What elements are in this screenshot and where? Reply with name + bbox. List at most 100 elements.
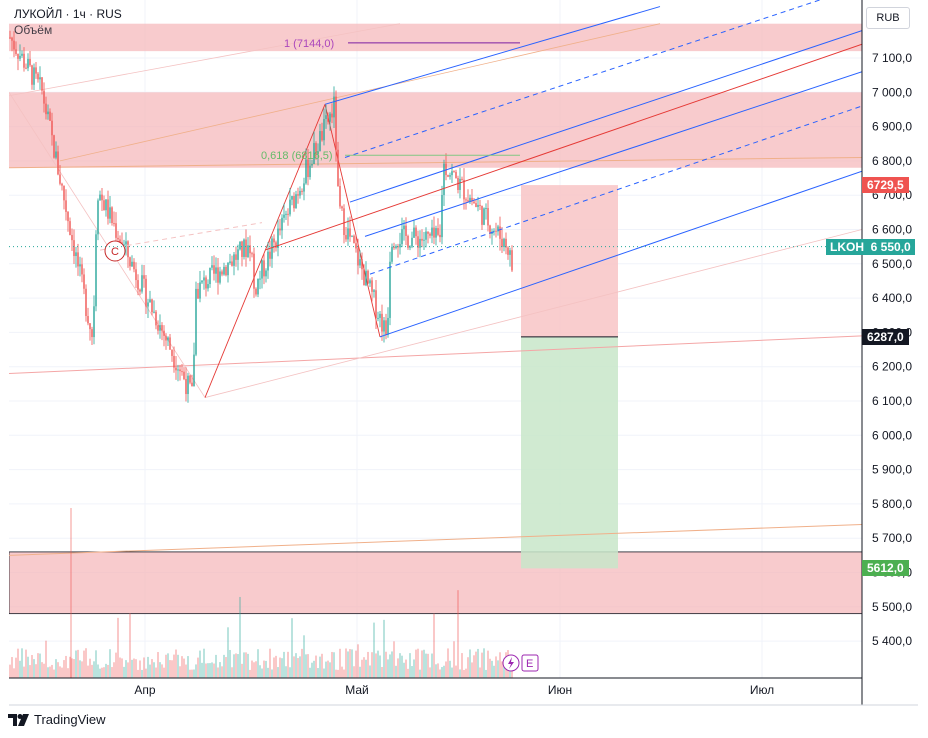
candle-body (359, 259, 361, 266)
candle-body (213, 265, 215, 274)
candle-body (49, 111, 51, 121)
candle-body (351, 235, 353, 237)
volume-bar (153, 662, 155, 678)
volume-bar (281, 658, 283, 678)
candle-body (189, 375, 191, 383)
volume-bar (305, 654, 307, 678)
footer-brand: TradingView (34, 712, 106, 727)
candle-body (137, 280, 139, 290)
candle-body (499, 226, 501, 239)
candle-body (237, 249, 239, 260)
volume-bar (165, 654, 167, 678)
volume-bar (335, 669, 337, 678)
candle-body (261, 260, 263, 279)
volume-bar (185, 664, 187, 678)
volume-bar (479, 667, 481, 678)
candle-body (31, 65, 33, 85)
candle-body (323, 118, 325, 141)
volume-bar (163, 667, 165, 678)
volume-bar (403, 662, 405, 678)
earnings-icon[interactable] (521, 654, 539, 672)
volume-bar (43, 663, 45, 678)
volume-bar (331, 651, 333, 678)
candle-body (275, 242, 277, 248)
price-tick-label: 5 500,0 (872, 600, 912, 614)
volume-bar (133, 658, 135, 678)
volume-bar (499, 652, 501, 678)
candle-body (507, 247, 509, 255)
volume-bar (301, 648, 303, 678)
candle-body (471, 197, 473, 202)
candle-body (353, 235, 355, 244)
volume-bar (57, 662, 59, 678)
volume-bar (369, 665, 371, 678)
volume-bar (431, 653, 433, 678)
volume-bar (143, 657, 145, 678)
volume-bar (37, 653, 39, 678)
volume-bar (77, 649, 79, 678)
volume-bar (39, 653, 41, 678)
candle-body (241, 241, 243, 257)
volume-bar (177, 654, 179, 678)
currency-selector[interactable]: RUB (866, 7, 910, 29)
volume-bar (17, 648, 19, 678)
candle-body (433, 227, 435, 238)
volume-bar (193, 669, 195, 678)
volume-bar (387, 659, 389, 678)
candle-body (141, 275, 143, 292)
candle-body (11, 37, 13, 41)
volume-bar (197, 657, 199, 678)
last-price-value: 6 550,0 (864, 239, 911, 254)
volume-bar (395, 665, 397, 678)
candle-body (147, 302, 149, 307)
trend-line-orange (9, 523, 862, 556)
volume-bar (85, 648, 87, 678)
candle-body (51, 120, 53, 136)
volume-bar (27, 656, 29, 678)
volume-bar (415, 649, 417, 678)
volume-bar (419, 669, 421, 678)
candle-body (381, 313, 383, 332)
volume-bar (383, 619, 385, 678)
lightning-glyph (508, 657, 514, 669)
price-tick-label: 6 200,0 (872, 360, 912, 374)
volume-bar (249, 669, 251, 678)
volume-bar (493, 665, 495, 678)
tradingview-footer[interactable]: TradingView (8, 712, 106, 727)
candle-body (175, 367, 177, 371)
candle-body (87, 316, 89, 324)
volume-bar (375, 653, 377, 678)
candle-body (313, 143, 315, 164)
candle-body (217, 267, 219, 283)
candle-body (483, 208, 485, 225)
candle-body (97, 200, 99, 235)
candle-body (219, 271, 221, 283)
volume-bar (141, 669, 143, 678)
volume-bar (429, 667, 431, 678)
candle-body (319, 131, 321, 152)
point-c-marker (104, 240, 126, 262)
candle-body (181, 371, 183, 373)
volume-bar (361, 659, 363, 678)
volume-bar (229, 649, 231, 678)
pitchfork-upper (324, 6, 661, 105)
volume-bar (295, 653, 297, 678)
volume-bar (441, 667, 443, 678)
candle-body (317, 151, 319, 155)
volume-label: Объём (14, 23, 53, 37)
candle-body (459, 178, 461, 190)
candle-body (9, 37, 11, 39)
candle-body (327, 115, 329, 122)
candle-body (251, 253, 253, 255)
andrews-pitchfork (99, 0, 862, 338)
candle-body (203, 277, 205, 281)
candle-body (461, 178, 463, 180)
candle-body (165, 335, 167, 341)
candle-body (167, 337, 169, 341)
candle-body (383, 320, 385, 332)
candle-body (117, 237, 119, 240)
candle-body (295, 194, 297, 209)
candle-body (63, 185, 65, 201)
candle-body (111, 207, 113, 224)
